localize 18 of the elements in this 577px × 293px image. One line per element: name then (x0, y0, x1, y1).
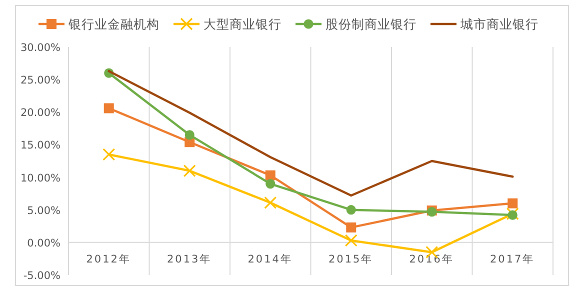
legend-label: 股份制商业银行 (326, 16, 416, 32)
x-tick-label: 2016年 (409, 253, 454, 266)
x-tick-label: 2014年 (248, 253, 293, 266)
y-tick-label: 25.00% (20, 74, 61, 87)
x-tick-label: 2017年 (490, 253, 536, 266)
y-tick-label: 0.00% (27, 237, 61, 250)
y-tick-label: 30.00% (20, 42, 61, 54)
y-tick-label: -5.00% (23, 270, 61, 282)
y-tick-label: 15.00% (20, 140, 61, 152)
x-tick-label: 2013年 (167, 253, 212, 266)
y-tick-label: 20.00% (20, 107, 61, 120)
x-tick-label: 2012年 (86, 253, 132, 266)
x-tick-label: 2015年 (328, 253, 374, 266)
y-tick-label: 10.00% (20, 172, 61, 184)
legend-label: 大型商业银行 (204, 16, 282, 32)
y-tick-label: 5.00% (27, 204, 61, 217)
legend-label: 银行业金融机构 (68, 16, 160, 32)
legend-label: 城市商业银行 (460, 16, 538, 32)
